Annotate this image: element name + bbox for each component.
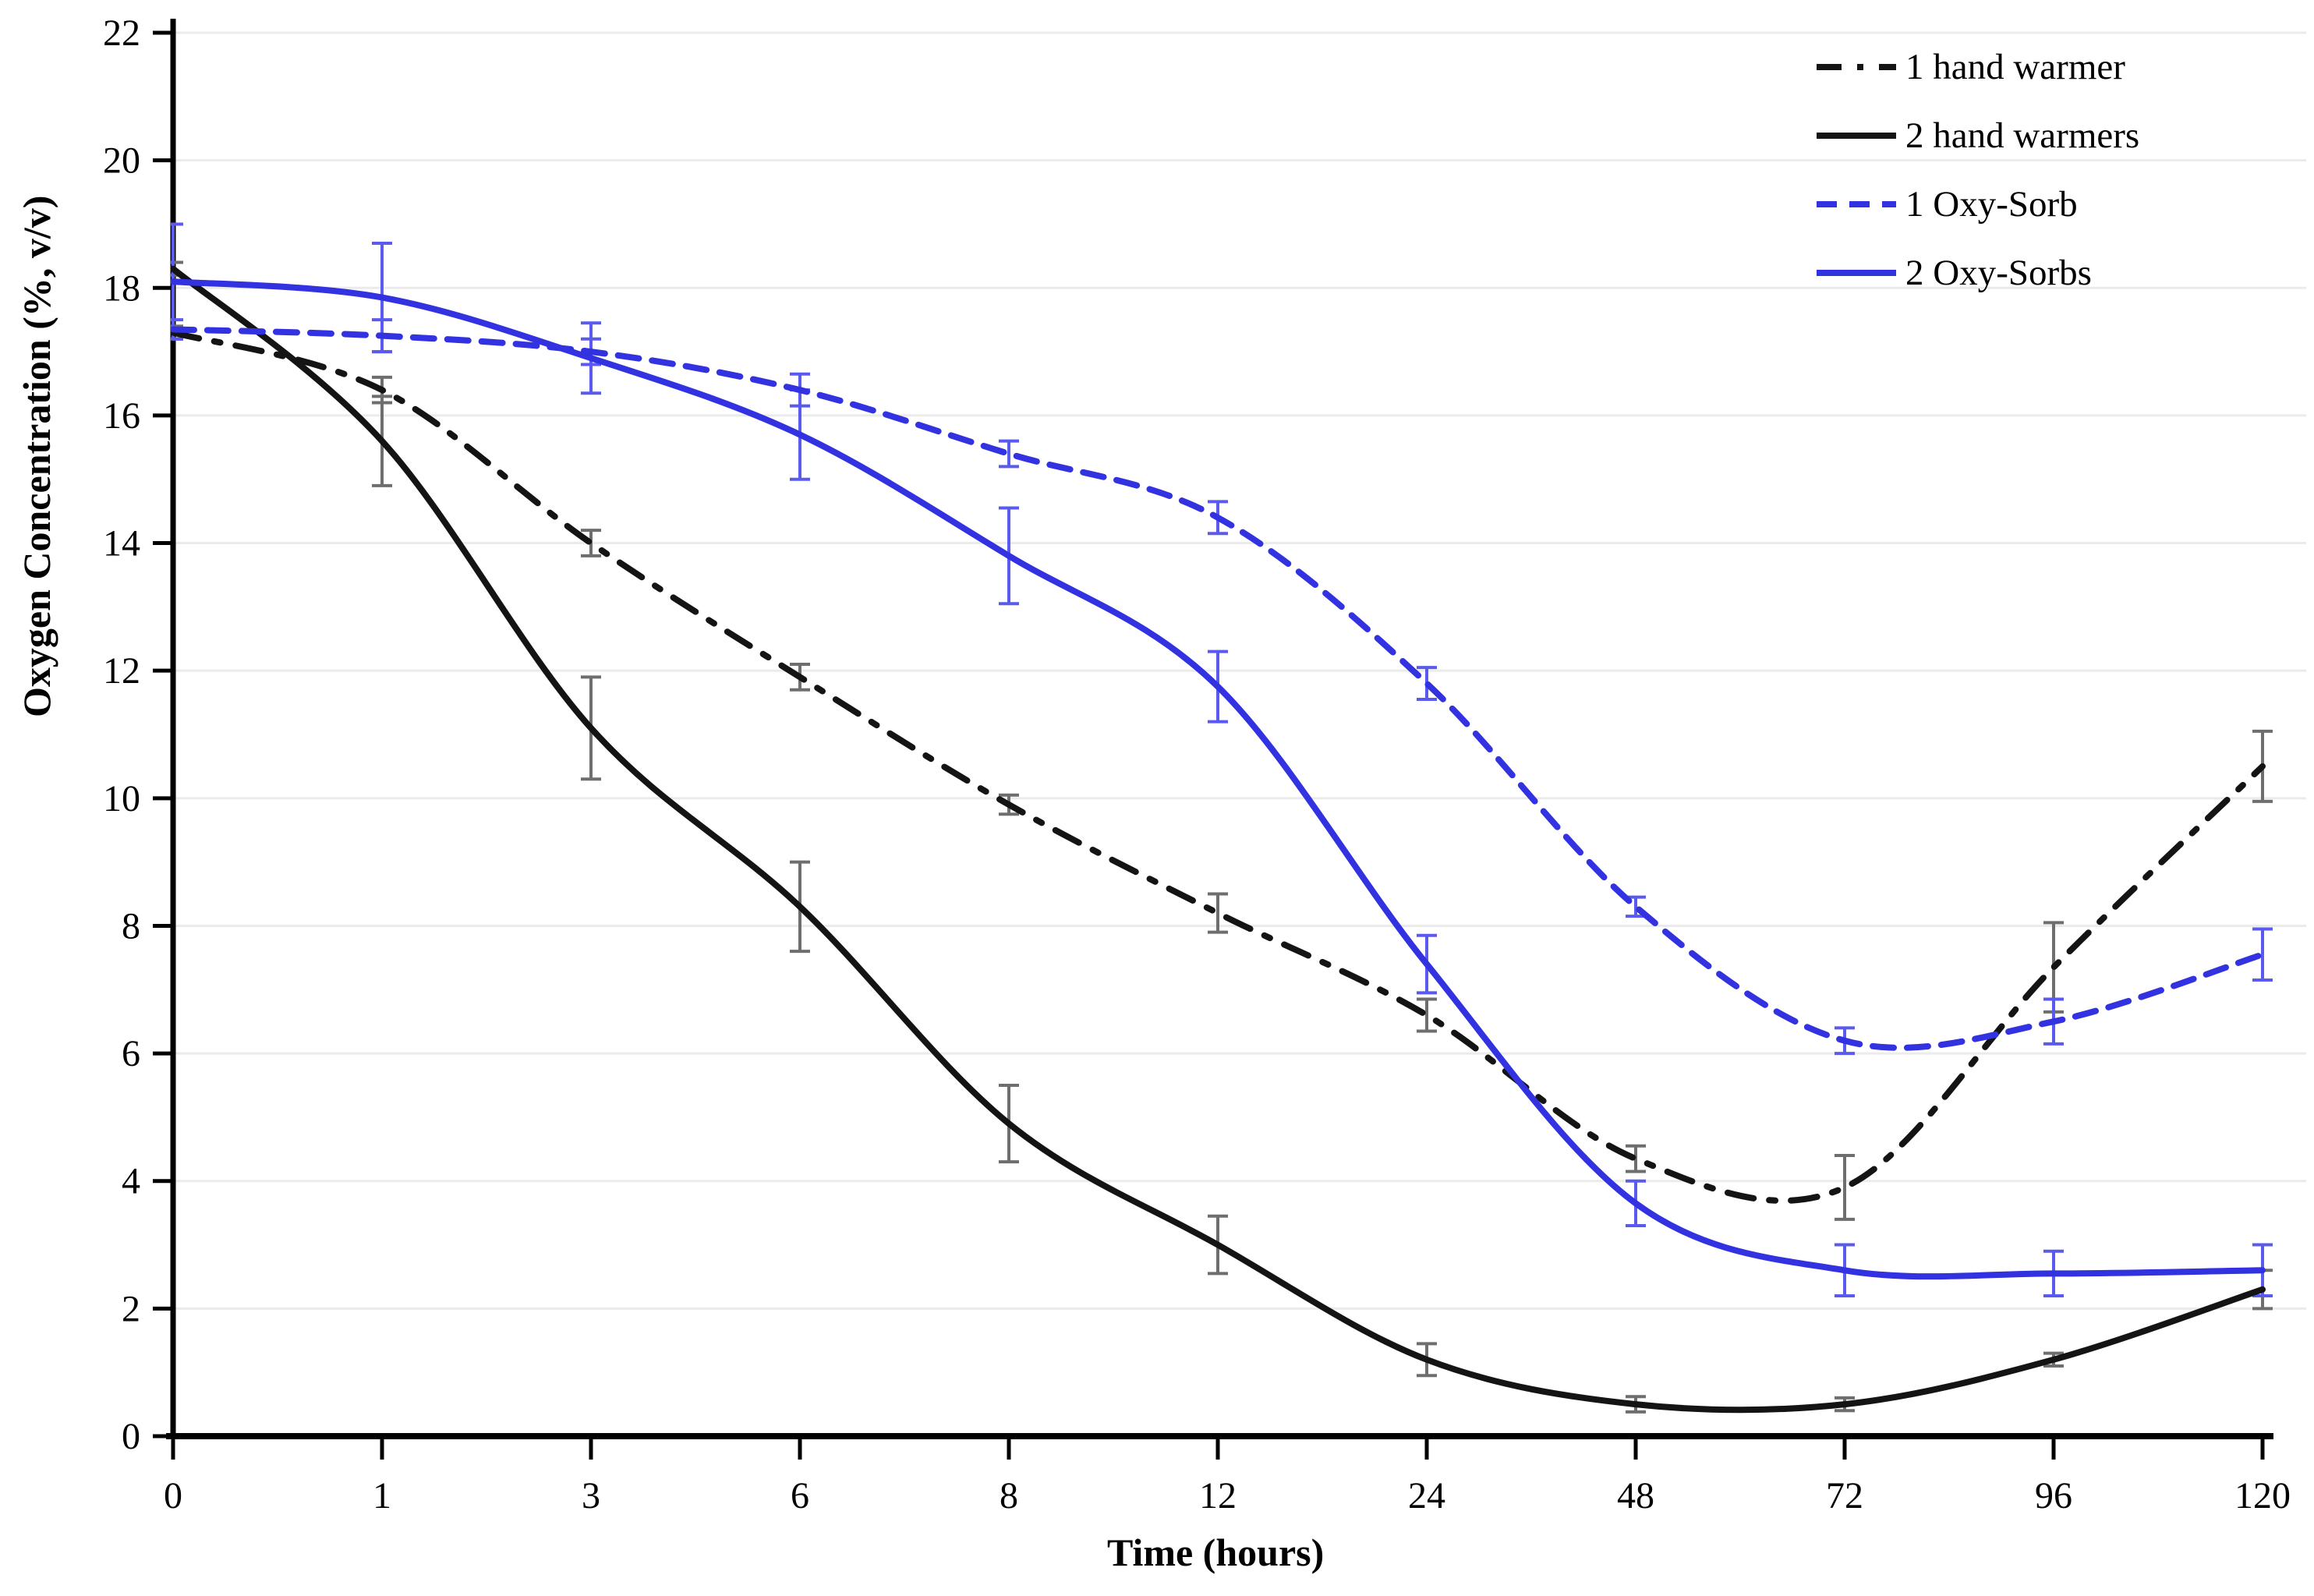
legend-label: 1 Oxy-Sorb [1905,183,2078,225]
x-tick-label-6: 6 [791,1475,809,1516]
y-tick-label-22: 22 [103,12,140,54]
error-bar-s0-x24 [1417,997,1437,1033]
x-tick-label-8: 8 [1000,1475,1018,1516]
error-bar-s2-x8 [999,439,1019,469]
series-line-2-oxy-sorbs [171,278,2266,1280]
y-tick-label-16: 16 [103,395,140,437]
legend-item-1-oxy-sorb: 1 Oxy-Sorb [1817,170,2139,239]
x-axis-title: Time (hours) [1107,1531,1325,1574]
x-tick-label-72: 72 [1826,1475,1863,1516]
x-tick-label-3: 3 [582,1475,600,1516]
legend-label: 2 hand warmers [1905,115,2140,156]
y-tick-label-18: 18 [103,267,140,309]
legend-item-1-hand-warmer: 1 hand warmer [1817,33,2139,101]
series-line-1-hand-warmer [171,329,2266,1204]
y-tick-label-12: 12 [103,650,140,692]
y-tick-label-8: 8 [122,905,140,947]
legend-item-2-hand-warmers: 2 hand warmers [1817,101,2139,170]
legend-line-sample-solid-black [1817,133,1896,139]
y-tick-label-14: 14 [103,523,140,564]
error-bar-s0-x72 [1835,1154,1855,1221]
x-tick-label-24: 24 [1408,1475,1445,1516]
y-tick-label-10: 10 [103,778,140,819]
y-tick-label-20: 20 [103,140,140,182]
y-tick-label-6: 6 [122,1033,140,1074]
legend-label: 1 hand warmer [1905,46,2125,87]
legend-item-2-oxy-sorbs: 2 Oxy-Sorbs [1817,239,2139,307]
y-tick-label-0: 0 [122,1416,140,1457]
x-tick-label-0: 0 [164,1475,182,1516]
y-axis-title: Oxygen Concentration (%, v/v) [15,195,58,717]
legend-line-sample-dashed-blue [1817,201,1896,207]
series-line-1-oxy-sorb [171,326,2266,1051]
legend-line-sample-dashdot-black [1817,64,1896,70]
error-bar-s2-x120 [2252,927,2273,982]
error-bar-s0-x12 [1208,892,1228,934]
legend-line-sample-solid-blue [1817,270,1896,276]
legend-label: 2 Oxy-Sorbs [1905,252,2092,293]
x-tick-label-96: 96 [2035,1475,2072,1516]
y-tick-label-4: 4 [122,1161,140,1202]
error-bar-s0-x48 [1626,1144,1646,1173]
y-tick-label-2: 2 [122,1288,140,1329]
series-line-2-hand-warmers [171,265,2266,1414]
x-tick-label-48: 48 [1617,1475,1654,1516]
x-tick-label-1: 1 [373,1475,391,1516]
legend: 1 hand warmer 2 hand warmers 1 Oxy-Sorb … [1817,33,2139,307]
x-tick-label-120: 120 [2234,1475,2291,1516]
x-tick-label-12: 12 [1199,1475,1237,1516]
